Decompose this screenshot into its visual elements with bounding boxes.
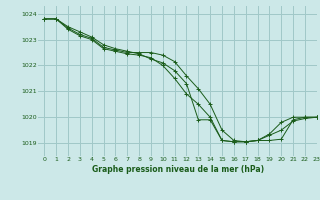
X-axis label: Graphe pression niveau de la mer (hPa): Graphe pression niveau de la mer (hPa)	[92, 165, 264, 174]
